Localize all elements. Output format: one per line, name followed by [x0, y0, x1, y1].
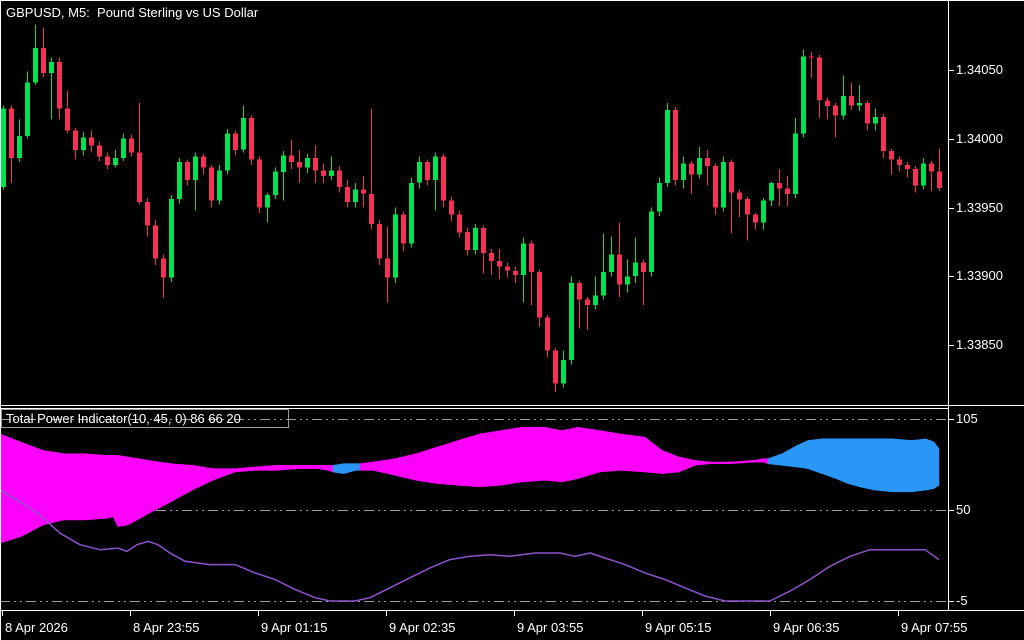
axis-ticks: [2, 70, 954, 616]
indicator-title: Total Power Indicator(10, 45, 0) 86 66 2…: [6, 411, 241, 426]
candlestick-layer: [1, 24, 942, 392]
price-tick-label: 1.33850: [956, 337, 1003, 352]
power-line: [0, 489, 940, 602]
indicator-axis[interactable]: 105 50 -5: [956, 0, 1024, 640]
time-tick-label: 9 Apr 01:15: [261, 620, 328, 635]
time-tick-label: 9 Apr 07:55: [901, 620, 968, 635]
indicator-tick-label: -5: [956, 593, 968, 608]
indicator-title-box[interactable]: Total Power Indicator(10, 45, 0) 86 66 2…: [1, 409, 289, 428]
indicator-tick-label: 105: [956, 411, 978, 426]
power-band: [0, 426, 940, 544]
time-tick-label: 8 Apr 23:55: [133, 620, 200, 635]
price-tick-label: 1.33950: [956, 200, 1003, 215]
time-tick-label: 9 Apr 06:35: [773, 620, 840, 635]
price-axis[interactable]: 1.34050 1.34000 1.33950 1.33900 1.33850: [956, 0, 1024, 640]
time-tick-label: 8 Apr 2026: [5, 620, 68, 635]
time-axis[interactable]: 8 Apr 2026 8 Apr 23:55 9 Apr 01:15 9 Apr 02…: [0, 620, 1024, 640]
indicator-tick-label: 50: [956, 502, 971, 517]
indicator-level-lines: [0, 419, 948, 602]
symbol-title: GBPUSD, M5: Pound Sterling vs US Dollar: [6, 5, 259, 20]
time-tick-label: 9 Apr 03:55: [517, 620, 584, 635]
price-tick-label: 1.33900: [956, 268, 1003, 283]
price-tick-label: 1.34050: [956, 62, 1003, 77]
time-tick-label: 9 Apr 02:35: [389, 620, 456, 635]
price-tick-label: 1.34000: [956, 131, 1003, 146]
panel-resize-handle[interactable]: [0, 404, 948, 410]
time-tick-label: 9 Apr 05:15: [645, 620, 712, 635]
